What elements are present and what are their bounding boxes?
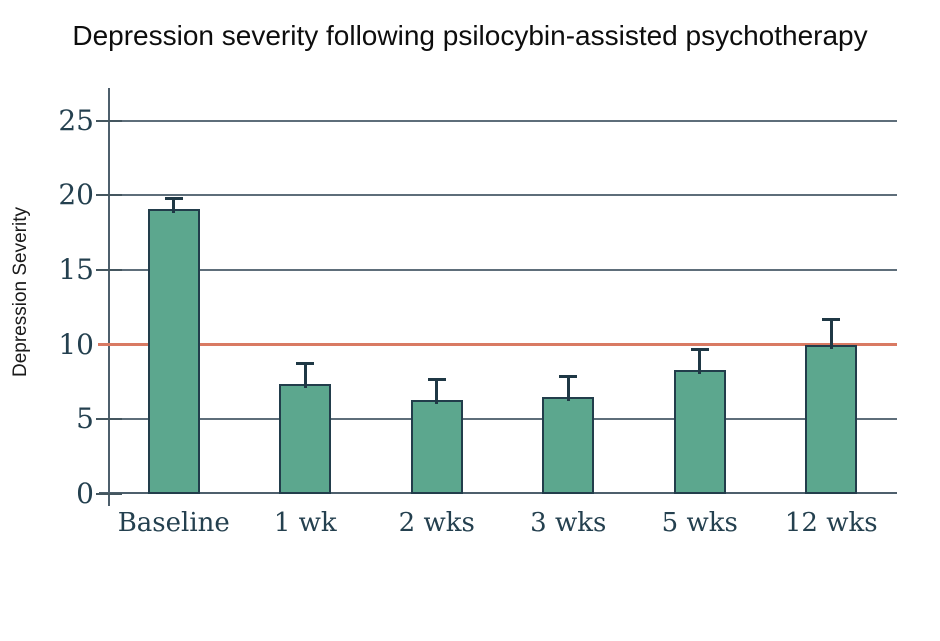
y-tick-label: 15 <box>58 253 94 287</box>
error-bar <box>829 319 833 349</box>
y-tick-label: 25 <box>58 103 94 137</box>
y-tick <box>96 418 122 421</box>
error-bar <box>303 362 307 388</box>
bar <box>147 208 200 494</box>
y-tick <box>96 119 122 122</box>
y-axis <box>108 88 110 506</box>
x-category-label: Baseline <box>117 508 230 538</box>
y-tick-label: 10 <box>58 327 94 361</box>
bar <box>542 396 595 494</box>
bar <box>410 399 463 494</box>
bar <box>673 370 726 494</box>
error-bar-cap <box>296 361 315 365</box>
x-category-label: 12 wks <box>784 508 878 538</box>
x-axis <box>99 492 897 494</box>
bar <box>805 344 858 494</box>
chart-title: Depression severity following psilocybin… <box>72 20 868 51</box>
y-tick-label: 20 <box>58 178 94 212</box>
error-bar-cap <box>690 348 709 352</box>
error-bar-cap <box>164 197 183 201</box>
error-bar-cap <box>559 375 578 379</box>
gridline <box>108 194 897 197</box>
plot-area: 0 5 10 15 20 25 <box>58 88 897 508</box>
gridline <box>108 269 897 272</box>
y-tick <box>96 493 122 495</box>
y-tick-label: 0 <box>76 477 94 510</box>
error-bar <box>566 376 570 401</box>
x-category-label: 1 wk <box>273 508 337 538</box>
reference-line <box>98 343 897 347</box>
x-category-label: 5 wks <box>661 508 738 538</box>
gridline <box>108 418 897 421</box>
x-category-label: 2 wks <box>398 508 475 538</box>
error-bar <box>698 349 702 375</box>
x-category-label: 3 wks <box>530 508 607 538</box>
y-tick-label: 5 <box>76 402 94 436</box>
error-bar-cap <box>427 378 446 382</box>
error-bar <box>435 379 439 404</box>
y-tick <box>96 269 122 272</box>
y-tick <box>96 194 122 197</box>
error-bar <box>172 198 176 213</box>
error-bar-cap <box>822 318 841 322</box>
gridline <box>108 119 897 122</box>
bar <box>279 383 332 494</box>
